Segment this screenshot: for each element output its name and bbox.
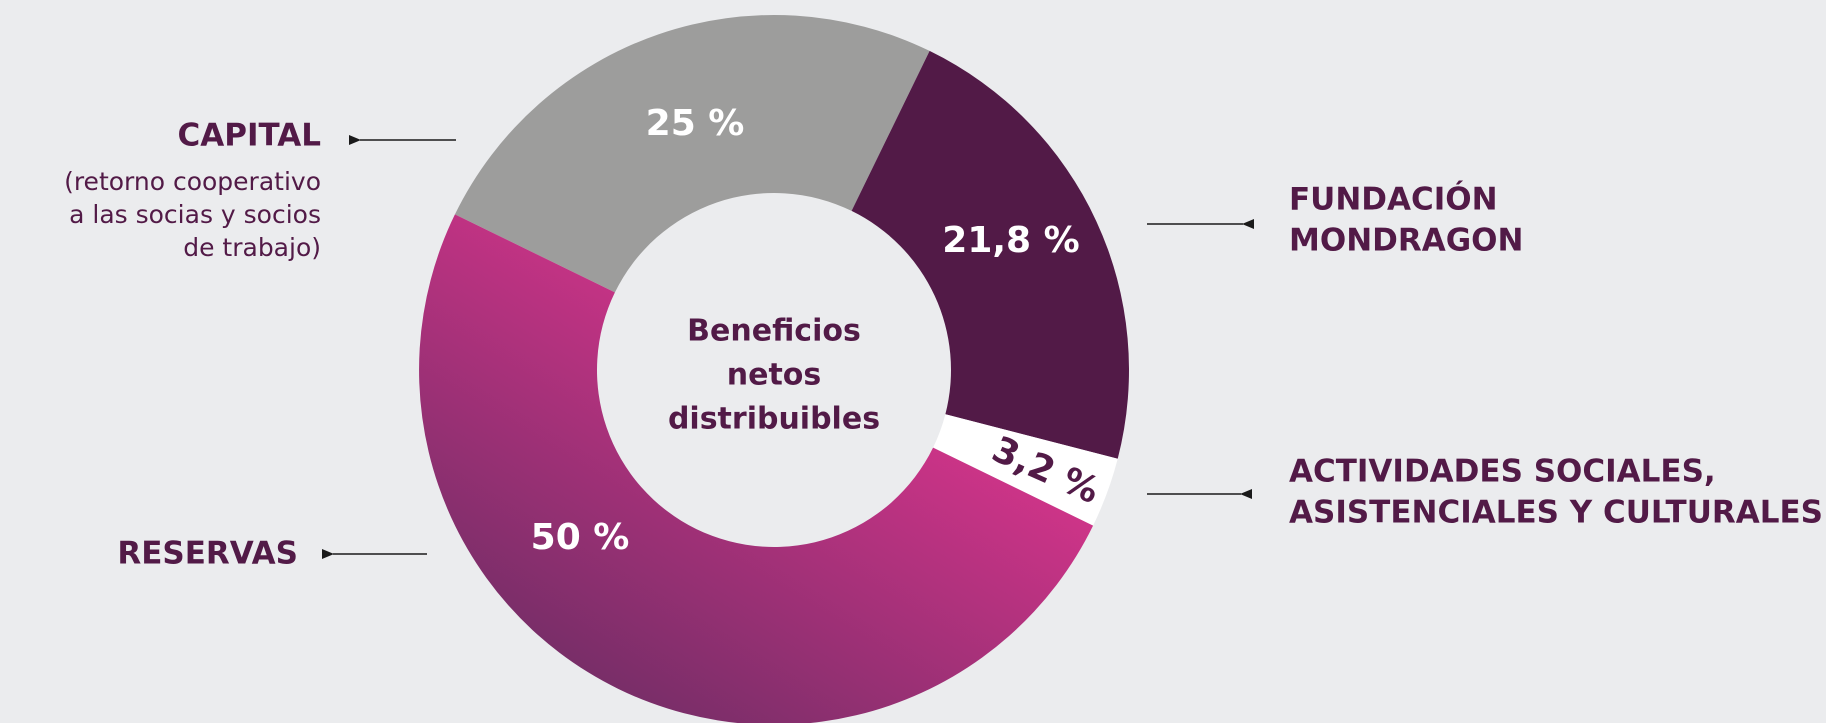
donut-slice: [454, 15, 930, 293]
annotation: a las socias y socios: [69, 200, 321, 229]
category-label: MONDRAGON: [1289, 223, 1523, 259]
center-label: Beneficios: [687, 314, 861, 349]
category-label: FUNDACIÓN: [1289, 181, 1498, 218]
category-label: ACTIVIDADES SOCIALES,: [1289, 454, 1716, 490]
annotation: de trabajo): [183, 233, 321, 262]
category-label: CAPITAL: [178, 118, 321, 154]
value-label: 25 %: [646, 103, 745, 144]
donut-slice: [933, 414, 1118, 526]
donut-slice: [419, 214, 1094, 723]
value-label: 50 %: [531, 517, 630, 558]
category-label: ASISTENCIALES Y CULTURALES: [1289, 495, 1823, 531]
category-label: RESERVAS: [117, 536, 298, 572]
annotation: (retorno cooperativo: [64, 167, 321, 196]
value-label: 21,8 %: [942, 220, 1079, 261]
center-label: netos: [727, 358, 822, 393]
donut-slice: [851, 50, 1129, 459]
center-label: distribuibles: [668, 402, 880, 437]
